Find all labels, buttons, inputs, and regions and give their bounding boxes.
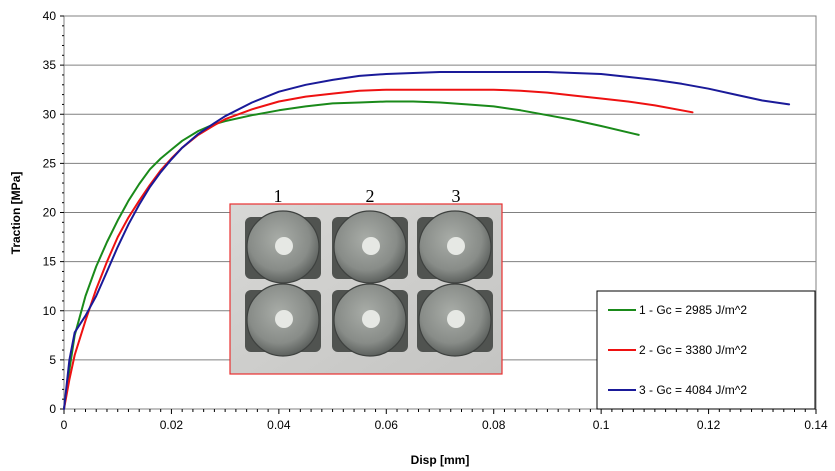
x-axis-title: Disp [mm]	[411, 453, 470, 467]
x-tick-label: 0	[61, 418, 68, 432]
series-line-2	[63, 88, 694, 410]
inset-label-3: 3	[452, 186, 461, 206]
specimen-image	[332, 283, 408, 357]
y-tick-label: 20	[43, 206, 57, 220]
y-tick-label: 15	[43, 255, 57, 269]
x-tick-label: 0.14	[804, 418, 828, 432]
specimen-image	[245, 283, 321, 357]
x-tick-labels: 0 0.02 0.04 0.06 0.08 0.1 0.12 0.14	[61, 418, 828, 432]
legend-label-2: 2 - Gc = 3380 J/m^2	[639, 343, 747, 357]
specimen-image	[417, 283, 493, 357]
x-tick-label: 0.02	[160, 418, 184, 432]
specimen-image	[417, 210, 493, 284]
x-tick-label: 0.1	[593, 418, 610, 432]
specimen-center-spot	[275, 310, 293, 328]
y-tick-label: 35	[43, 58, 57, 72]
specimen-center-spot	[447, 237, 465, 255]
legend-label-3: 3 - Gc = 4084 J/m^2	[639, 383, 747, 397]
y-tick-label: 25	[43, 156, 57, 170]
inset-label-1: 1	[274, 186, 283, 206]
specimen-photo-inset: 1 2 3	[229, 186, 503, 375]
y-tick-label: 5	[49, 353, 56, 367]
legend: 1 - Gc = 2985 J/m^2 2 - Gc = 3380 J/m^2 3 …	[596, 290, 816, 410]
x-tick-label: 0.08	[482, 418, 506, 432]
specimen-center-spot	[362, 310, 380, 328]
y-tick-label: 40	[43, 9, 57, 23]
x-tick-label: 0.12	[697, 418, 721, 432]
x-tick-marks	[63, 409, 817, 414]
specimen-images	[245, 210, 493, 357]
series-lines	[63, 71, 791, 410]
legend-label-1: 1 - Gc = 2985 J/m^2	[639, 303, 747, 317]
x-tick-label: 0.04	[267, 418, 291, 432]
inset-label-2: 2	[366, 186, 375, 206]
y-tick-label: 0	[49, 402, 56, 416]
y-axis-title: Traction [MPa]	[9, 172, 23, 255]
specimen-image	[332, 210, 408, 284]
series-line-3	[63, 71, 791, 410]
specimen-center-spot	[275, 237, 293, 255]
series-line-1	[63, 100, 640, 410]
y-tick-label: 30	[43, 107, 57, 121]
y-tick-labels: 0 5 10 15 20 25 30 35 40	[43, 9, 57, 416]
y-tick-label: 10	[43, 304, 57, 318]
y-tick-marks	[60, 15, 64, 410]
specimen-center-spot	[447, 310, 465, 328]
specimen-image	[245, 210, 321, 284]
legend-entries: 1 - Gc = 2985 J/m^2 2 - Gc = 3380 J/m^2 3 …	[608, 303, 747, 397]
x-tick-label: 0.06	[375, 418, 399, 432]
specimen-center-spot	[362, 237, 380, 255]
